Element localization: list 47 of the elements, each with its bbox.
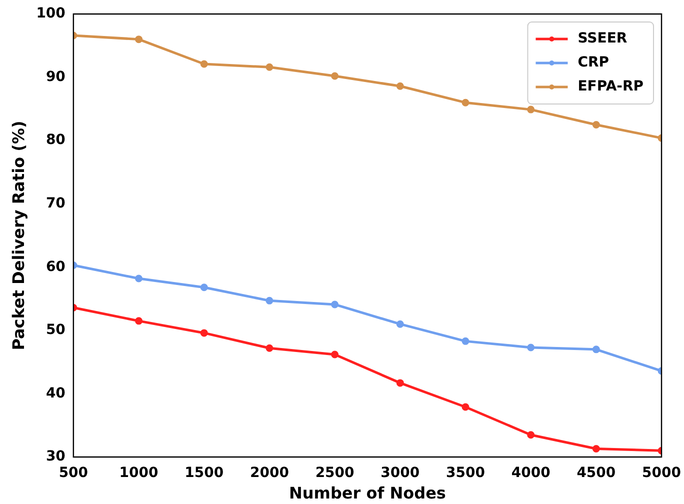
y-tick-label: 100 xyxy=(36,6,66,22)
y-tick-label: 50 xyxy=(46,322,66,338)
x-tick-label: 5000 xyxy=(642,465,682,482)
point xyxy=(200,329,208,337)
legend-label: SSEER xyxy=(578,30,628,47)
x-tick-label: 3500 xyxy=(446,465,486,482)
point xyxy=(135,274,143,282)
y-tick-label: 60 xyxy=(46,258,66,275)
point xyxy=(396,82,404,90)
x-tick-label: 500 xyxy=(58,465,88,482)
point xyxy=(527,431,535,439)
legend-label: CRP xyxy=(578,54,610,71)
y-axis-title: Packet Delivery Ratio (%) xyxy=(8,120,28,350)
legend-label: EFPA-RP xyxy=(578,78,644,95)
point xyxy=(396,379,404,387)
point xyxy=(331,350,339,358)
x-tick-label: 1000 xyxy=(119,465,159,482)
point xyxy=(592,445,600,453)
point xyxy=(200,60,208,68)
point xyxy=(592,346,600,354)
point xyxy=(462,403,470,411)
point xyxy=(527,106,535,114)
y-tick-label: 30 xyxy=(46,448,66,465)
y-tick-label: 90 xyxy=(46,68,66,85)
point xyxy=(396,320,404,328)
point xyxy=(266,63,274,71)
y-tick-label: 40 xyxy=(46,385,66,402)
point xyxy=(135,317,143,325)
point xyxy=(527,344,535,352)
point xyxy=(266,296,274,304)
x-tick-label: 1500 xyxy=(184,465,224,482)
x-axis-title: Number of Nodes xyxy=(288,484,446,503)
y-tick-label: 70 xyxy=(46,196,66,212)
point xyxy=(462,98,470,106)
y-tick-label: 80 xyxy=(46,132,66,148)
x-tick-label: 2000 xyxy=(250,465,290,482)
point xyxy=(266,344,274,352)
x-tick-label: 2500 xyxy=(315,465,355,482)
point xyxy=(135,36,143,44)
x-tick-label: 4500 xyxy=(576,465,616,482)
point xyxy=(331,72,339,80)
x-tick-label: 4000 xyxy=(511,465,551,482)
point xyxy=(331,300,339,308)
x-tick-label: 3000 xyxy=(380,465,420,482)
point xyxy=(200,284,208,292)
point xyxy=(462,337,470,345)
point xyxy=(592,121,600,128)
